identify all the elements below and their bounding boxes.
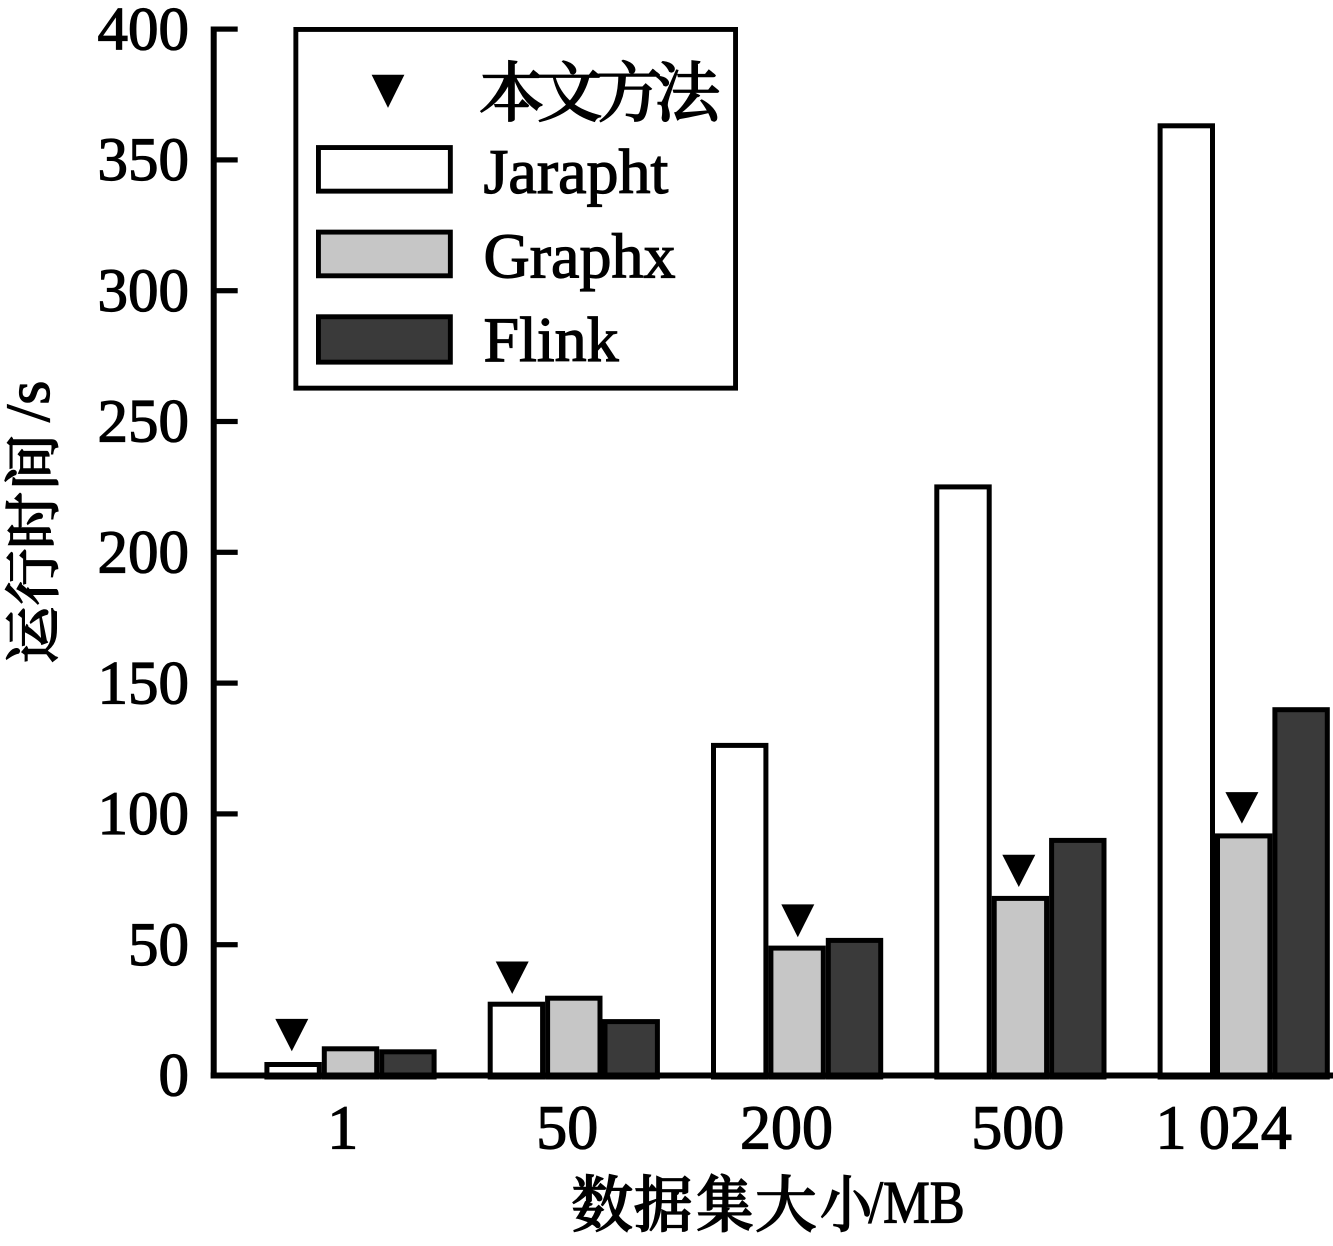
svg-text:50: 50 [536, 1094, 598, 1162]
svg-text:1 024: 1 024 [1155, 1094, 1291, 1162]
svg-text:Graphx: Graphx [484, 221, 676, 292]
svg-text:250: 250 [98, 389, 190, 456]
svg-text:400: 400 [98, 0, 190, 63]
svg-text:/s: /s [0, 381, 63, 422]
svg-text:100: 100 [98, 781, 190, 848]
svg-text:200: 200 [740, 1094, 833, 1162]
svg-text:200: 200 [98, 520, 190, 587]
svg-text:0: 0 [159, 1043, 190, 1110]
svg-text:1: 1 [327, 1094, 358, 1162]
svg-text:50: 50 [128, 912, 189, 979]
svg-text:500: 500 [971, 1094, 1064, 1162]
svg-text:150: 150 [98, 650, 190, 717]
svg-text:300: 300 [98, 258, 190, 325]
svg-text:/MB: /MB [869, 1170, 965, 1236]
svg-text:350: 350 [98, 127, 190, 194]
svg-text:Jarapht: Jarapht [484, 136, 669, 207]
svg-text:Flink: Flink [484, 304, 619, 375]
